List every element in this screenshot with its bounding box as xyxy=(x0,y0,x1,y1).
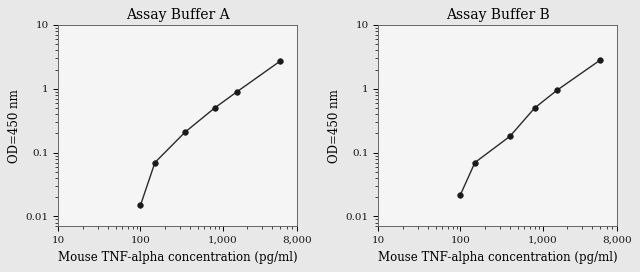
Title: Assay Buffer B: Assay Buffer B xyxy=(445,8,550,22)
X-axis label: Mouse TNF-alpha concentration (pg/ml): Mouse TNF-alpha concentration (pg/ml) xyxy=(58,251,298,264)
Y-axis label: OD=450 nm: OD=450 nm xyxy=(328,89,341,162)
Y-axis label: OD=450 nm: OD=450 nm xyxy=(8,89,21,162)
Title: Assay Buffer A: Assay Buffer A xyxy=(125,8,229,22)
X-axis label: Mouse TNF-alpha concentration (pg/ml): Mouse TNF-alpha concentration (pg/ml) xyxy=(378,251,618,264)
